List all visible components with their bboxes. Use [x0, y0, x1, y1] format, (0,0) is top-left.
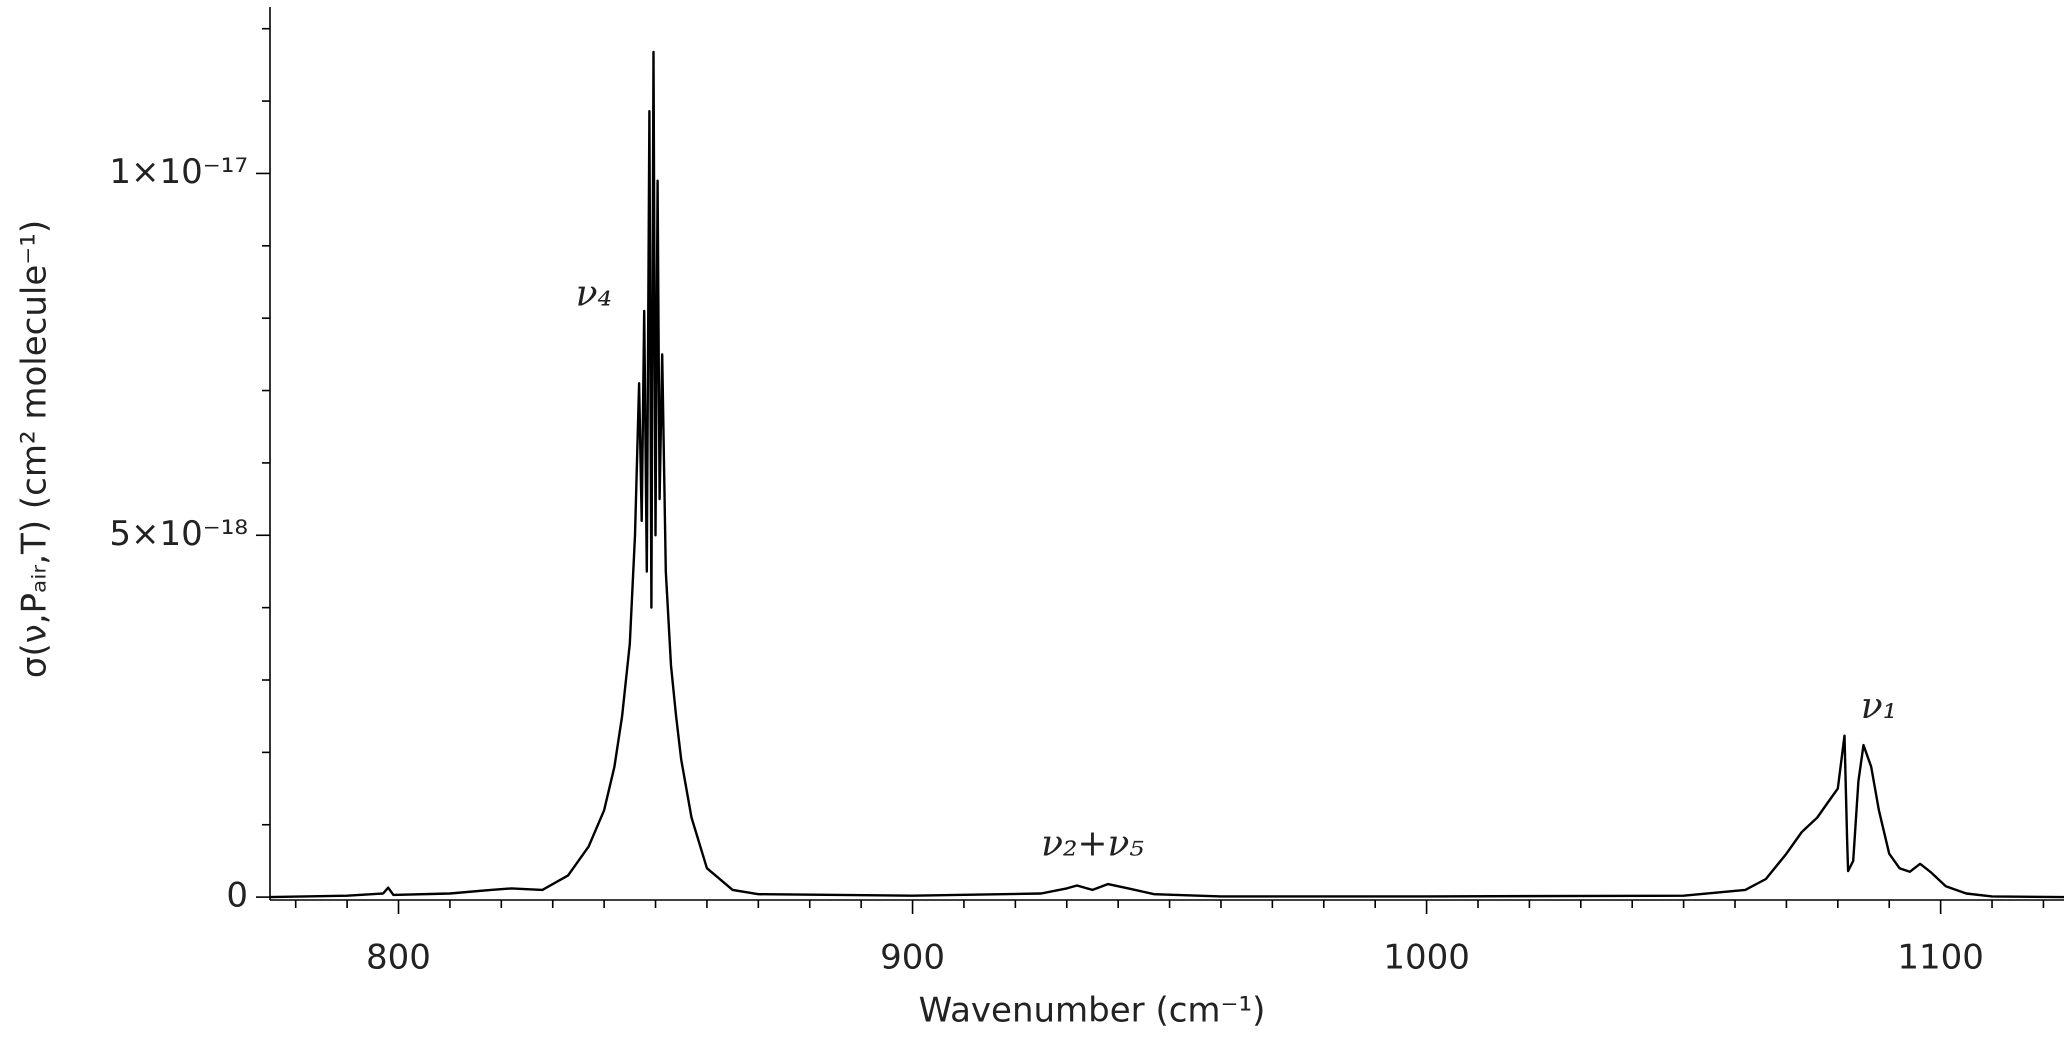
annotation: ν₁: [1861, 686, 1897, 727]
x-tick-label: 1100: [1897, 938, 1984, 978]
annotation: ν₄: [576, 273, 612, 314]
x-tick-label: 900: [880, 938, 945, 978]
y-tick-label: 1×10⁻¹⁷: [109, 152, 248, 192]
annotation: ν₂+ν₅: [1041, 823, 1144, 864]
x-tick-label: 1000: [1383, 938, 1470, 978]
y-tick-label: 5×10⁻¹⁸: [109, 514, 248, 554]
y-axis-label: σ(ν,Pₐᵢᵣ,T) (cm² molecule⁻¹): [15, 220, 55, 678]
x-tick-label: 800: [366, 938, 431, 978]
y-tick-label: 0: [226, 876, 248, 916]
spectrum-line: [269, 50, 2065, 899]
x-axis-label: Wavenumber (cm⁻¹): [919, 991, 1266, 1031]
